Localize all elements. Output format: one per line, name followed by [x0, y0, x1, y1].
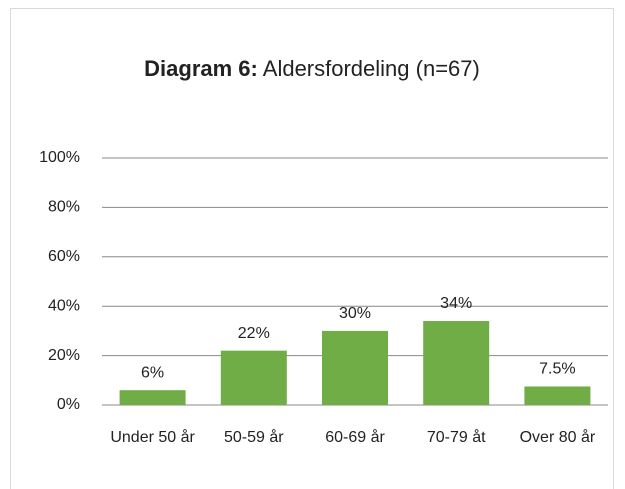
bar — [524, 386, 591, 405]
y-tick-label: 20% — [48, 347, 80, 364]
value-label: 6% — [141, 364, 164, 381]
value-label: 22% — [238, 325, 270, 342]
y-tick-label: 40% — [48, 297, 80, 314]
bar — [322, 330, 388, 405]
y-tick-label: 60% — [48, 248, 80, 265]
chart-frame — [10, 8, 614, 489]
value-label: 30% — [339, 305, 371, 322]
bar — [423, 321, 490, 405]
title-text: Aldersfordeling (n=67) — [263, 56, 480, 81]
y-tick-label: 0% — [57, 396, 80, 413]
x-tick-label: 50-59 år — [224, 429, 284, 446]
value-label: 7.5% — [539, 361, 575, 378]
x-tick-label: 60-69 år — [325, 429, 385, 446]
bar — [220, 350, 287, 405]
y-tick-label: 100% — [39, 149, 80, 166]
x-tick-label: 70-79 åt — [426, 429, 486, 446]
y-tick-label: 80% — [48, 199, 80, 216]
chart-title: Diagram 6: Aldersfordeling (n=67) — [144, 56, 480, 81]
x-tick-label: Over 80 år — [519, 429, 596, 446]
bar — [119, 390, 186, 405]
value-label: 34% — [440, 295, 472, 312]
x-tick-label: Under 50 år — [110, 429, 195, 446]
title-bold: Diagram 6: — [144, 56, 258, 81]
